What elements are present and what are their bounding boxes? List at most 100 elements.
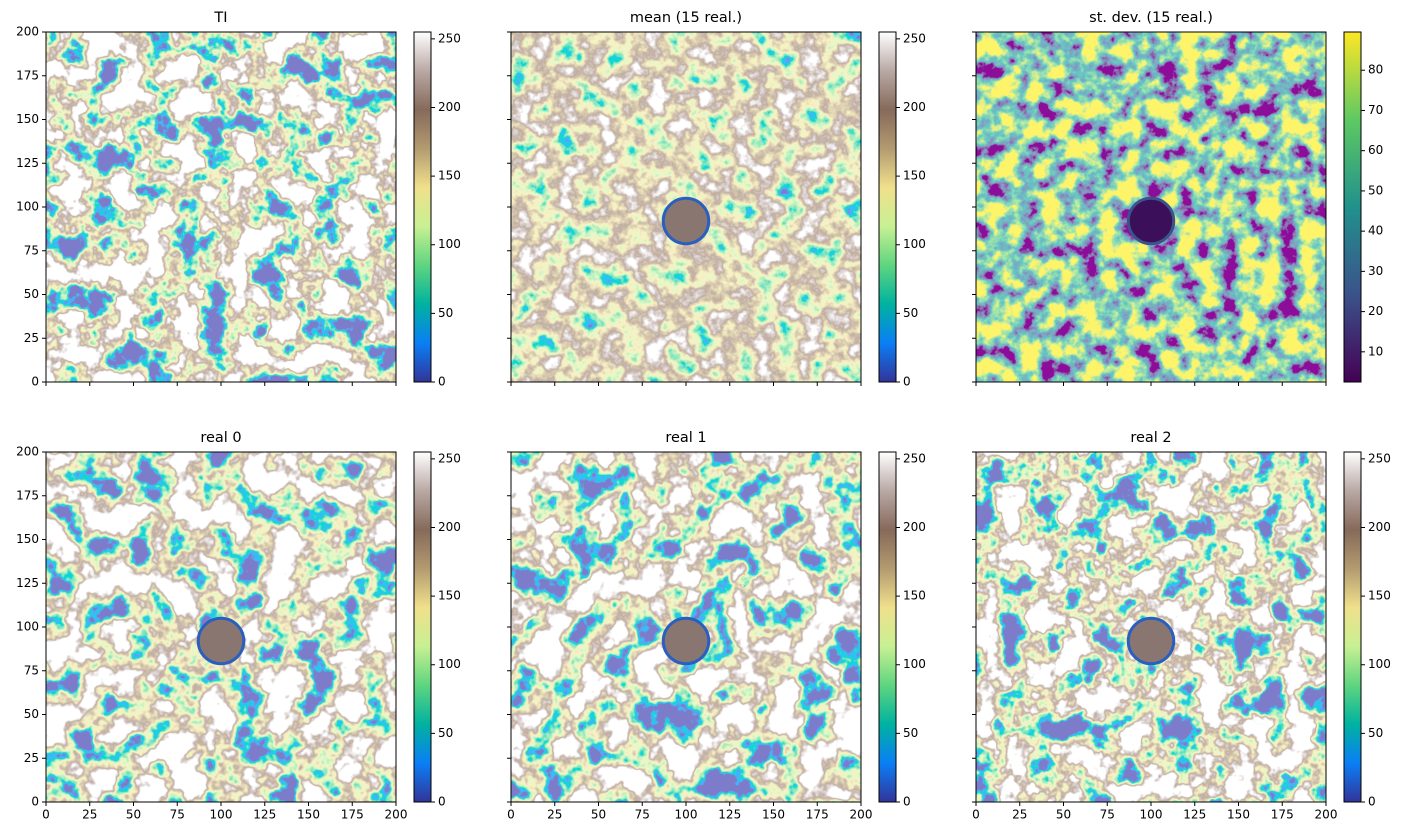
colorbar-tick-label: 150 [903,169,926,183]
colorbar-tick-label: 0 [438,795,446,809]
colorbar-tick-label: 150 [903,589,926,603]
colorbar-tick-label: 250 [438,31,461,45]
x-tick-label: 100 [1140,808,1163,822]
colorbar-tick-label: 60 [1368,143,1383,157]
colorbar-tick-label: 200 [903,100,926,114]
colorbar-tick-label: 200 [1368,520,1391,534]
y-tick-label: 75 [24,243,39,257]
x-tick-label: 100 [210,808,233,822]
colorbar-frame [413,451,432,803]
colorbar-frame [1343,31,1362,383]
axes-title: real 1 [665,430,706,446]
y-tick-label: 25 [24,331,39,345]
colorbar-tick-label: 150 [438,169,461,183]
colorbar-tick-label: 0 [903,375,911,389]
colorbar-tick-label: 30 [1368,264,1383,278]
x-tick-label: 0 [972,808,980,822]
x-tick-label: 175 [806,808,829,822]
colorbar [879,32,896,382]
y-tick-label: 25 [24,751,39,765]
y-tick-label: 200 [16,445,39,459]
axes-title: real 0 [200,430,241,446]
colorbar-tick-label: 100 [438,237,461,251]
inclusion [196,616,246,666]
colorbar-tick-label: 200 [438,520,461,534]
colorbar-tick-label: 80 [1368,63,1383,77]
colorbar-frame [413,31,432,383]
colorbar-tick-label: 70 [1368,103,1383,117]
x-tick-label: 150 [1227,808,1250,822]
colorbar [879,452,896,802]
axes-title: real 2 [1130,430,1171,446]
inclusion [661,196,711,246]
colorbar-tick-label: 50 [1368,183,1383,197]
colorbar-tick-label: 250 [903,31,926,45]
inclusion [1126,196,1176,246]
y-tick-label: 125 [16,156,39,170]
x-tick-label: 75 [635,808,650,822]
x-tick-label: 125 [253,808,276,822]
x-tick-label: 125 [718,808,741,822]
colorbar-tick-label: 50 [1368,726,1383,740]
inclusion [661,616,711,666]
colorbar-tick-label: 200 [903,520,926,534]
colorbar-tick-label: 0 [438,375,446,389]
y-tick-label: 0 [31,375,39,389]
colorbar-tick-label: 150 [438,589,461,603]
y-tick-label: 50 [24,707,39,721]
y-tick-label: 0 [31,795,39,809]
axes-title: mean (15 real.) [630,10,742,26]
x-tick-label: 150 [762,808,785,822]
y-tick-label: 50 [24,287,39,301]
colorbar-frame [878,31,897,383]
axes-title: TI [213,10,227,26]
x-tick-label: 50 [1056,808,1071,822]
y-tick-label: 175 [16,488,39,502]
x-tick-label: 25 [82,808,97,822]
x-tick-label: 0 [507,808,515,822]
y-tick-label: 125 [16,576,39,590]
colorbar [1344,452,1361,802]
y-tick-label: 100 [16,200,39,214]
axes-title: st. dev. (15 real.) [1089,10,1213,26]
colorbar [414,32,431,382]
colorbar-tick-label: 50 [438,726,453,740]
x-tick-label: 50 [591,808,606,822]
colorbar-tick-label: 100 [903,237,926,251]
colorbar-tick-label: 100 [1368,657,1391,671]
colorbar-tick-label: 250 [1368,451,1391,465]
colorbar-tick-label: 250 [438,451,461,465]
colorbar-tick-label: 10 [1368,344,1383,358]
x-tick-label: 75 [170,808,185,822]
colorbar-tick-label: 100 [903,657,926,671]
colorbar-tick-label: 40 [1368,224,1383,238]
x-tick-label: 25 [1012,808,1027,822]
x-tick-label: 75 [1100,808,1115,822]
image [46,32,396,382]
y-tick-label: 200 [16,25,39,39]
colorbar-tick-label: 50 [903,726,918,740]
colorbar-tick-label: 150 [1368,589,1391,603]
colorbar [414,452,431,802]
colorbar-frame [878,451,897,803]
colorbar-tick-label: 20 [1368,304,1383,318]
colorbar-tick-label: 50 [438,306,453,320]
x-tick-label: 175 [341,808,364,822]
colorbar-frame [1343,451,1362,803]
x-tick-label: 50 [126,808,141,822]
y-tick-label: 75 [24,663,39,677]
x-tick-label: 200 [850,808,873,822]
x-tick-label: 150 [297,808,320,822]
y-tick-label: 150 [16,112,39,126]
colorbar [1344,32,1361,382]
x-tick-label: 200 [385,808,408,822]
y-tick-label: 150 [16,532,39,546]
colorbar-tick-label: 250 [903,451,926,465]
x-tick-label: 125 [1183,808,1206,822]
x-tick-label: 0 [42,808,50,822]
colorbar-tick-label: 50 [903,306,918,320]
colorbar-tick-label: 0 [903,795,911,809]
colorbar-tick-label: 100 [438,657,461,671]
x-tick-label: 175 [1271,808,1294,822]
